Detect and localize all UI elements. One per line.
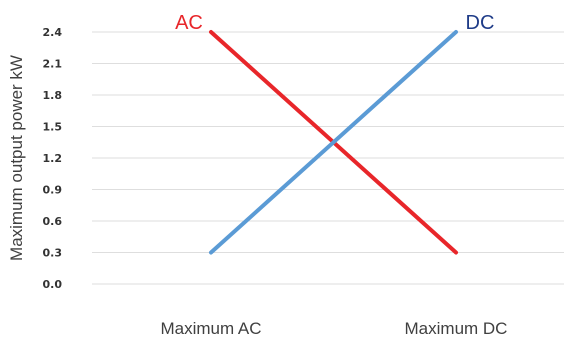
y-tick-label: 0.6 <box>43 215 63 228</box>
y-tick-label: 2.1 <box>43 58 63 71</box>
x-axis-category-labels: Maximum AC Maximum DC <box>160 319 507 338</box>
series-label-dc: DC <box>466 12 495 34</box>
y-axis-title: Maximum output power kW <box>7 55 26 261</box>
y-tick-label: 0.0 <box>43 278 63 291</box>
series-lines <box>209 30 458 255</box>
series-labels: AC DC <box>175 12 494 34</box>
y-tick-label: 0.9 <box>43 184 63 197</box>
y-tick-label: 1.5 <box>43 121 63 134</box>
y-tick-label: 1.8 <box>43 89 63 102</box>
y-tick-label: 0.3 <box>43 247 63 260</box>
x-category-label: Maximum AC <box>160 319 261 338</box>
y-axis-tick-labels: 0.0 0.3 0.6 0.9 1.2 1.5 1.8 2.1 2.4 <box>43 26 63 291</box>
y-tick-label: 2.4 <box>43 26 63 39</box>
gridlines <box>92 31 564 285</box>
y-tick-label: 1.2 <box>43 152 63 165</box>
series-line-dc <box>209 30 458 255</box>
x-category-label: Maximum DC <box>405 319 508 338</box>
series-label-ac: AC <box>175 12 203 34</box>
